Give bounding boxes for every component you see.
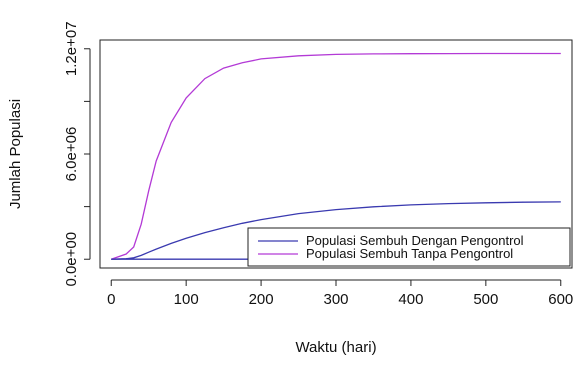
x-axis: 0 100 200 300 400 500 600 [107,279,573,308]
plot-frame [99,39,573,269]
legend-label-0: Populasi Sembuh Dengan Pengontrol [306,233,524,248]
y-tick-label-4: 1.2e+07 [63,21,80,76]
legend-box [247,227,571,267]
x-tick-label-100: 100 [174,291,199,308]
x-tick-label-0: 0 [107,291,115,308]
y-tick-label-0: 0.0e+00 [63,232,80,287]
y-tick-label-2: 6.0e+06 [63,127,80,182]
x-tick-label-300: 300 [323,291,348,308]
legend: Populasi Sembuh Dengan PengontrolPopulas… [247,227,571,267]
series-line-0 [111,201,561,260]
y-axis-title: Jumlah Populasi [7,99,24,209]
y-axis: 0.0e+00 6.0e+06 1.2e+07 [63,21,91,287]
x-tick-label-400: 400 [398,291,423,308]
x-axis-title: Waktu (hari) [295,339,376,356]
x-tick-label-200: 200 [249,291,274,308]
legend-label-1: Populasi Sembuh Tanpa Pengontrol [306,246,513,261]
series-line-1 [110,52,561,260]
x-tick-label-500: 500 [473,291,498,308]
x-tick-label-600: 600 [548,291,573,308]
